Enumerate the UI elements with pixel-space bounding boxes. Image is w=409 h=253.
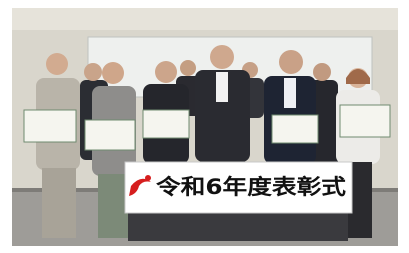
front-row-shape	[143, 110, 189, 138]
back-row-shape	[180, 60, 196, 76]
banner-shape	[128, 211, 348, 241]
front-row-shape	[340, 105, 390, 137]
banner-shape	[145, 175, 151, 181]
photo: 令和6年度表彰式	[0, 0, 409, 253]
front-row-shape	[42, 168, 76, 238]
front-row-shape	[46, 53, 68, 75]
front-row-shape	[210, 45, 234, 69]
front-row-shape	[279, 50, 303, 74]
front-row-shape	[102, 62, 124, 84]
front-row-shape	[216, 72, 228, 102]
banner-text: 令和6年度表彰式	[156, 175, 346, 199]
back-row-shape	[313, 63, 331, 81]
front-row-shape	[284, 78, 296, 108]
front-row-shape	[24, 110, 76, 142]
front-row-shape	[85, 120, 135, 150]
page: {"banner": {"text": "令和6年度表彰式"}}	[0, 0, 409, 253]
front-row-shape	[272, 115, 318, 143]
banner: 令和6年度表彰式	[125, 162, 352, 241]
front-row-shape	[155, 61, 177, 83]
room-shape	[12, 8, 398, 30]
back-row-shape	[84, 63, 102, 81]
